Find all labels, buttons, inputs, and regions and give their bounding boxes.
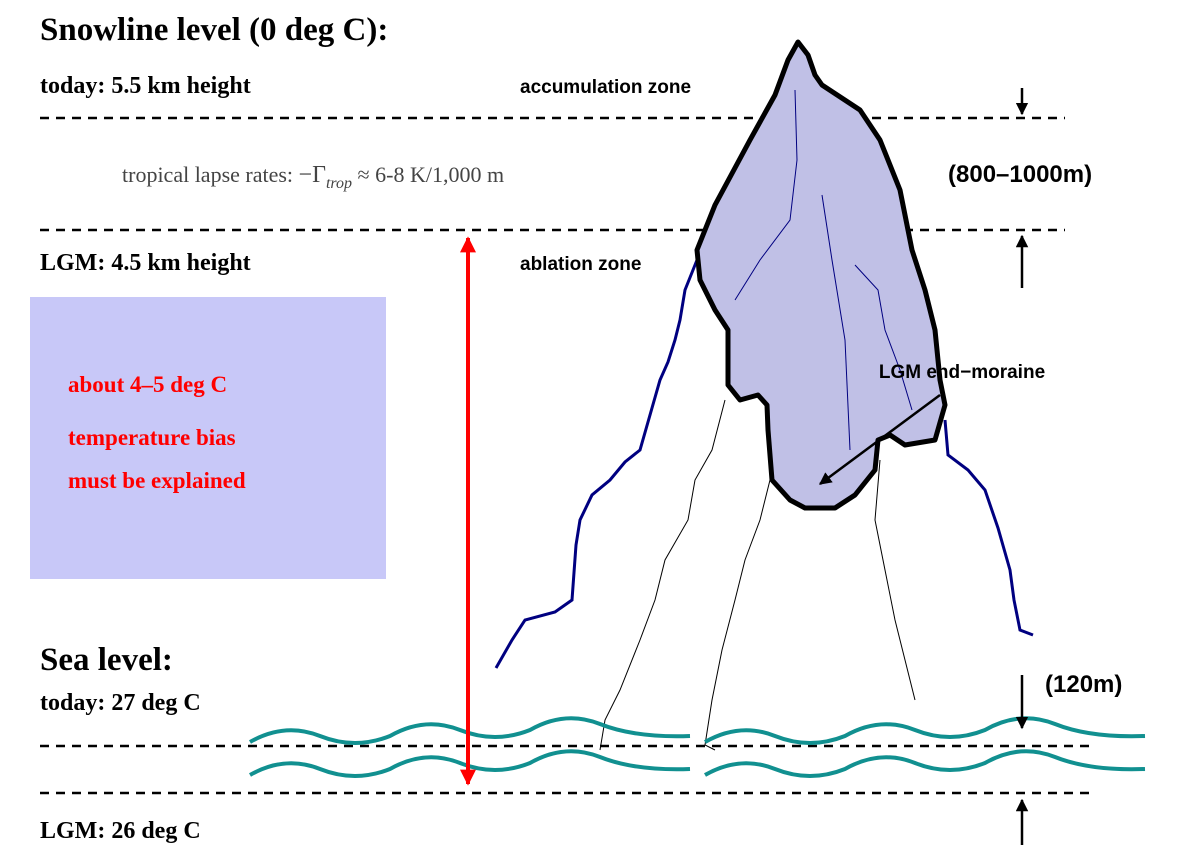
snowline-lgm: LGM: 4.5 km height xyxy=(40,250,251,276)
bias-line: must be explained xyxy=(68,468,246,493)
moraine-label: LGM end−moraine xyxy=(879,362,1045,383)
mountain-right xyxy=(945,420,1033,635)
bias-line: temperature bias xyxy=(68,425,236,450)
accumulation-label: accumulation zone xyxy=(520,77,691,98)
sea-level-today: today: 27 deg C xyxy=(40,690,201,716)
bias-line: about 4–5 deg C xyxy=(68,372,227,397)
diagram: Snowline level (0 deg C): today: 5.5 km … xyxy=(0,0,1184,850)
page: Snowline level (0 deg C): today: 5.5 km … xyxy=(0,0,1184,850)
glacier xyxy=(697,42,945,508)
sea-level-difference: (120m) xyxy=(1045,671,1122,698)
snowline-today: today: 5.5 km height xyxy=(40,73,251,99)
lapse-prefix: tropical lapse rates: xyxy=(122,162,293,187)
ablation-label: ablation zone xyxy=(520,254,641,275)
lapse-rest: ≈ 6-8 K/1,000 m xyxy=(358,162,505,187)
sea-level-title: Sea level: xyxy=(40,642,173,678)
sea-level-lgm: LGM: 26 deg C xyxy=(40,818,201,844)
lapse-subscript: trop xyxy=(326,175,352,192)
lapse-symbol: −Γ xyxy=(299,162,327,188)
lapse-rate: tropical lapse rates: −Γtrop ≈ 6-8 K/1,0… xyxy=(122,162,504,193)
title: Snowline level (0 deg C): xyxy=(40,12,388,48)
snowline-difference: (800–1000m) xyxy=(948,161,1092,188)
mountain-left xyxy=(496,260,697,668)
